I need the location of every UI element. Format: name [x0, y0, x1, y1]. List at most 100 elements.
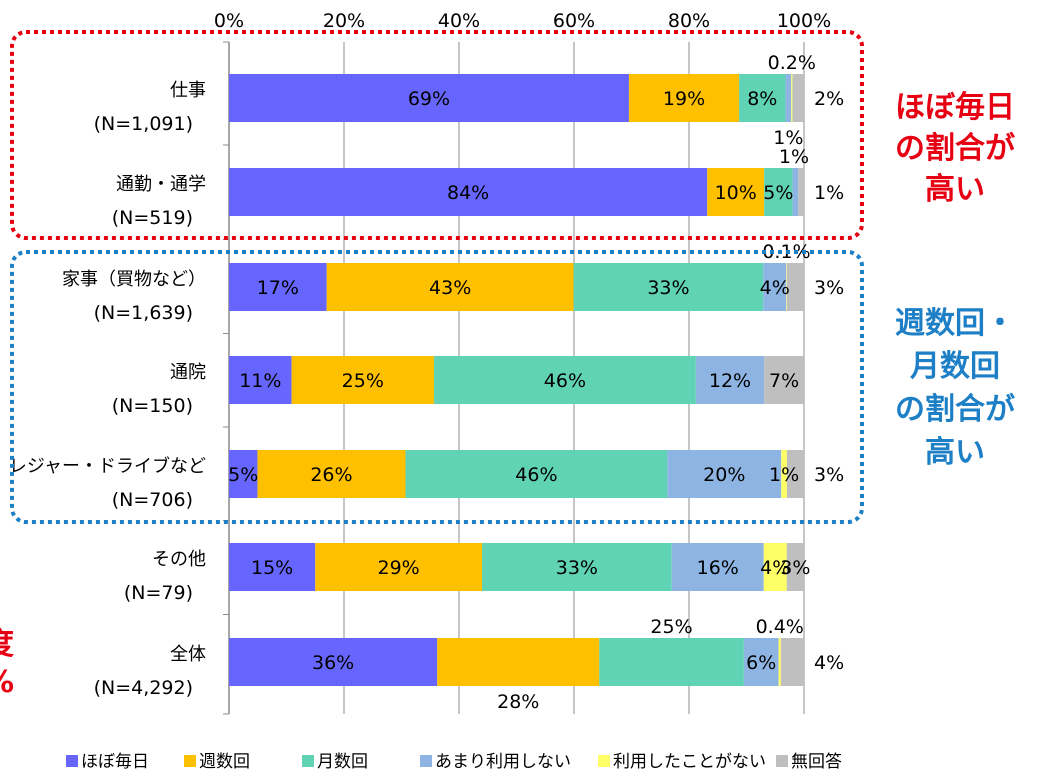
data-label: 2% [814, 88, 844, 110]
legend-swatch [66, 755, 78, 767]
bar-segment [791, 74, 793, 122]
data-label: 3% [814, 277, 844, 299]
category-label: 全体 [170, 644, 206, 665]
blue-group-annotation-line: 高い [925, 435, 985, 470]
category-label: 通院 [170, 362, 206, 383]
data-label: 1% [779, 146, 809, 168]
legend-swatch [302, 755, 314, 767]
category-label: 仕事 [170, 80, 206, 101]
blue-group-annotation-line: 週数回・ [895, 306, 1015, 341]
bar-segment [695, 356, 765, 404]
bar-segment [667, 450, 782, 498]
data-label: 5% [228, 464, 258, 486]
bar-segment [792, 74, 804, 122]
data-label: 12% [709, 370, 751, 392]
data-label: 8% [747, 88, 777, 110]
bar-segment [482, 543, 672, 591]
category-n-label: (N=706) [112, 489, 193, 511]
data-label: 19% [663, 88, 705, 110]
bar-segment [229, 543, 316, 591]
bar-segment [229, 263, 327, 311]
data-label: 25% [650, 616, 692, 638]
data-label: 20% [703, 464, 745, 486]
bar-segment [780, 638, 804, 686]
x-tick-label: 40% [438, 10, 480, 32]
data-label: 3% [814, 464, 844, 486]
data-label: 4% [760, 277, 790, 299]
data-label: 1% [773, 127, 803, 149]
legend-swatch [184, 755, 196, 767]
data-label: 1% [814, 182, 844, 204]
bar-segment [229, 168, 708, 216]
category-label: 通勤・通学 [116, 174, 206, 195]
data-label: 3% [780, 557, 810, 579]
bar-segment [786, 543, 804, 591]
blue-dotted-group-box [10, 250, 864, 524]
data-label: 33% [556, 557, 598, 579]
bar-segment [786, 263, 787, 311]
bar-segment [786, 450, 804, 498]
bar-segment [229, 74, 629, 122]
legend-swatch [420, 755, 432, 767]
bar-segment [785, 74, 792, 122]
bar-segment [573, 263, 764, 311]
data-label: 25% [342, 370, 384, 392]
data-label: 4% [814, 652, 844, 674]
cutoff-annotation-line: 度 [0, 627, 14, 662]
x-tick-label: 100% [777, 10, 831, 32]
data-label: 28% [497, 691, 539, 713]
red-dotted-group-box [10, 30, 864, 240]
category-n-label: (N=519) [112, 207, 193, 229]
bar-segment [763, 263, 787, 311]
data-label: 17% [257, 277, 299, 299]
data-label: 46% [544, 370, 586, 392]
bar-segment [778, 638, 781, 686]
red-group-annotation-line: の割合が [895, 131, 1015, 166]
red-group-annotation-line: 高い [925, 172, 985, 207]
bar-segment [229, 450, 258, 498]
category-labels: 仕事 (N=1,091) 通勤・通学 (N=519) 家事（買物など） (N=1,639)… [9, 80, 206, 699]
data-label: 7% [769, 370, 799, 392]
data-label: 0.2% [768, 52, 816, 74]
data-label: 43% [429, 277, 471, 299]
bar-segment [763, 543, 787, 591]
legend-label: 無回答 [791, 752, 842, 772]
x-axis-tick-labels: 0% 20% 40% 60% 80% 100% [214, 10, 831, 32]
category-label: その他 [152, 549, 206, 570]
data-label: 46% [515, 464, 557, 486]
bar-segment [229, 638, 438, 686]
x-tick-label: 20% [323, 10, 365, 32]
data-label: 6% [746, 652, 776, 674]
category-n-label: (N=79) [124, 582, 193, 604]
bar-segment [405, 450, 668, 498]
data-label: 69% [408, 88, 450, 110]
bar-segment [764, 168, 793, 216]
bar-segment [628, 74, 740, 122]
category-label: 家事（買物など） [62, 269, 206, 290]
bar-segment [257, 450, 406, 498]
x-tick-label: 80% [668, 10, 710, 32]
bar-segment [433, 356, 696, 404]
legend-label: 月数回 [317, 752, 368, 772]
bar-segment [798, 168, 804, 216]
bar-segment [229, 356, 292, 404]
data-label: 36% [312, 652, 354, 674]
legend: ほぼ毎日 週数回 月数回 あまり利用しない 利用したことがない 無回答 [66, 752, 842, 772]
data-label: 1% [769, 464, 799, 486]
data-label: 29% [378, 557, 420, 579]
bar-segment [743, 638, 779, 686]
data-label: 0.4% [756, 616, 804, 638]
data-label: 84% [447, 182, 489, 204]
category-n-label: (N=4,292) [94, 677, 193, 699]
bar-segment [786, 263, 804, 311]
legend-swatch [598, 755, 610, 767]
bar-segment [739, 74, 786, 122]
bar-segment [291, 356, 434, 404]
data-labels: 69% 19% 8%0.2%1%2%84% 10% 5%1%1%17% 43% 33% 4%0… [228, 52, 844, 713]
bar-segment [764, 356, 804, 404]
data-label: 16% [697, 557, 739, 579]
data-label: 15% [251, 557, 293, 579]
data-label: 5% [763, 182, 793, 204]
bar-segment [707, 168, 765, 216]
